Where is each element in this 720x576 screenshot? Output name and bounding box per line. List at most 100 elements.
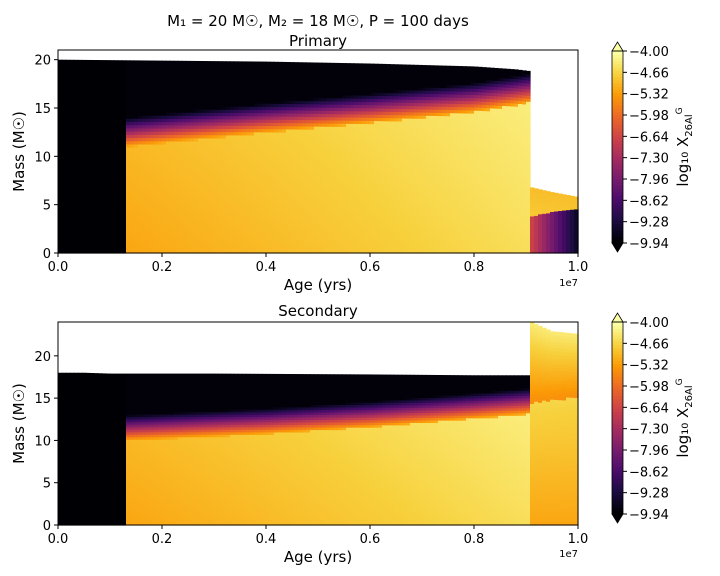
heatmap-cell (258, 201, 263, 206)
heatmap-cell (62, 188, 67, 193)
heatmap-cell (58, 191, 63, 196)
heatmap-cell (382, 186, 387, 191)
heatmap-cell (82, 227, 87, 232)
heatmap-cell (266, 208, 271, 213)
heatmap-cell (298, 240, 303, 245)
heatmap-cell (118, 236, 123, 241)
heatmap-cell (254, 182, 259, 187)
heatmap-cell (178, 83, 183, 88)
heatmap-cell (382, 133, 387, 137)
heatmap-cell (142, 98, 147, 103)
heatmap-cell (326, 167, 331, 172)
heatmap-cell (74, 143, 79, 148)
heatmap-cell (322, 132, 327, 137)
heatmap-cell (354, 192, 359, 197)
heatmap-cell (178, 140, 183, 145)
heatmap-cell (330, 91, 335, 96)
heatmap-cell (378, 196, 383, 200)
heatmap-cell (182, 99, 187, 104)
heatmap-cell (130, 163, 135, 167)
heatmap-cell (186, 169, 191, 174)
heatmap-cell (386, 234, 391, 238)
heatmap-cell (326, 78, 331, 83)
heatmap-cell (70, 79, 75, 83)
heatmap-cell (182, 214, 187, 219)
heatmap-cell (286, 147, 291, 152)
heatmap-cell (182, 208, 187, 212)
heatmap-cell (290, 163, 295, 168)
heatmap-cell (222, 185, 227, 190)
heatmap-cell (58, 137, 63, 141)
heatmap-cell (358, 183, 363, 188)
heatmap-cell (382, 161, 387, 166)
heatmap-cell (254, 173, 259, 177)
heatmap-cell (370, 101, 375, 106)
heatmap-cell (258, 166, 263, 171)
heatmap-cell (298, 189, 303, 194)
heatmap-cell (278, 144, 283, 149)
heatmap-cell (358, 218, 363, 222)
heatmap-cell (218, 195, 223, 200)
heatmap-cell (378, 189, 383, 194)
heatmap-cell (154, 111, 159, 116)
heatmap-cell (370, 196, 375, 200)
heatmap-cell (110, 191, 115, 196)
heatmap-cell (246, 74, 251, 78)
heatmap-cell (294, 113, 299, 117)
heatmap-cell (230, 173, 235, 177)
heatmap-cell (114, 156, 119, 161)
heatmap-cell (150, 99, 155, 103)
heatmap-cell (206, 67, 211, 72)
heatmap-cell (274, 230, 279, 235)
heatmap-cell (270, 198, 275, 203)
heatmap-cell (86, 224, 91, 228)
heatmap-cell (326, 110, 331, 115)
heatmap-cell (286, 227, 291, 232)
heatmap-cell (226, 64, 231, 69)
heatmap-cell (82, 76, 87, 80)
heatmap-cell (70, 133, 75, 138)
heatmap-cell (314, 151, 319, 156)
heatmap-cell (158, 198, 163, 203)
heatmap-cell (358, 110, 363, 115)
heatmap-cell (230, 112, 235, 117)
heatmap-cell (190, 227, 195, 232)
heatmap-cell (386, 145, 391, 150)
heatmap-cell (78, 111, 83, 116)
heatmap-cell (198, 205, 203, 209)
heatmap-cell (350, 218, 355, 222)
heatmap-cell (174, 67, 179, 71)
heatmap-cell (366, 202, 371, 207)
heatmap-cell (298, 221, 303, 225)
heatmap-cell (210, 163, 215, 168)
heatmap-cell (94, 95, 99, 100)
heatmap-cell (242, 122, 247, 126)
heatmap-cell (170, 63, 175, 68)
heatmap-cell (314, 138, 319, 143)
heatmap-cell (358, 224, 363, 229)
heatmap-cell (278, 74, 283, 79)
heatmap-cell (114, 166, 119, 171)
heatmap-cell (290, 132, 295, 136)
heatmap-cell (382, 174, 387, 178)
heatmap-cell (94, 204, 99, 209)
heatmap-cell (318, 183, 323, 187)
heatmap-cell (362, 104, 367, 109)
heatmap-cell (278, 61, 283, 66)
heatmap-cell (374, 215, 379, 219)
heatmap-cell (322, 88, 327, 92)
heatmap-cell (302, 183, 307, 187)
heatmap-cell (126, 95, 131, 100)
heatmap-cell (146, 217, 151, 222)
heatmap-cell (122, 79, 127, 84)
heatmap-cell (58, 217, 63, 222)
heatmap-cell (130, 66, 135, 71)
heatmap-cell (150, 230, 155, 235)
heatmap-cell (150, 240, 155, 244)
heatmap-cell (106, 134, 111, 138)
heatmap-cell (134, 201, 139, 206)
heatmap-cell (186, 86, 191, 91)
heatmap-cell (198, 108, 203, 113)
heatmap-cell (102, 236, 107, 241)
heatmap-cell (326, 227, 331, 232)
